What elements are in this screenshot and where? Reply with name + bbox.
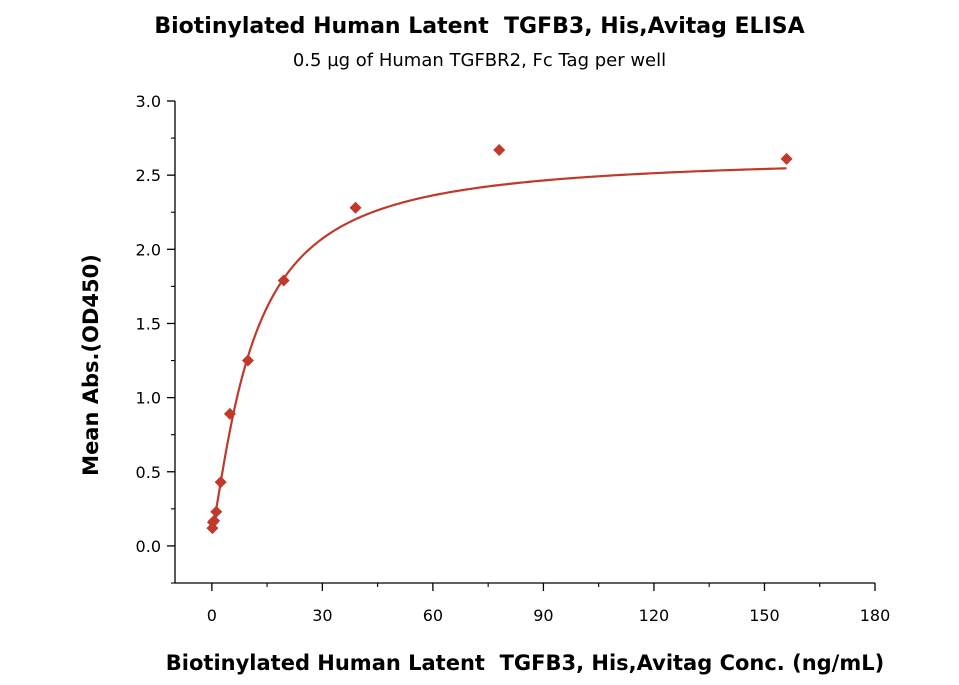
x-tick-label: 120	[639, 606, 670, 625]
data-point	[349, 201, 362, 214]
data-point	[241, 354, 254, 367]
x-tick-label: 60	[423, 606, 443, 625]
x-tick-label: 30	[312, 606, 332, 625]
y-axis-title: Mean Abs.(OD450)	[79, 254, 103, 476]
axes: 0.0 0.5 1.0 1.5 2.0 2.5 3.0 0 30 60 90 120 150 180	[136, 92, 891, 625]
y-tick-label: 1.0	[136, 389, 161, 408]
x-tick-label: 180	[860, 606, 891, 625]
data-point	[214, 476, 227, 489]
data-points	[206, 143, 793, 535]
y-tick-label: 2.5	[136, 166, 161, 185]
x-tick-label: 150	[749, 606, 780, 625]
chart-subtitle: 0.5 µg of Human TGFBR2, Fc Tag per well	[292, 50, 667, 71]
data-point	[208, 514, 221, 527]
y-tick-label: 0.0	[136, 537, 161, 556]
x-tick-label: 90	[533, 606, 553, 625]
data-point	[780, 152, 793, 165]
data-point	[493, 143, 506, 156]
x-tick-label: 0	[207, 606, 217, 625]
data-point	[277, 274, 290, 287]
fit-curve	[211, 167, 787, 531]
data-point	[210, 505, 223, 518]
chart-title: Biotinylated Human Latent TGFB3, His,Avi…	[154, 14, 805, 39]
x-axis-title: Biotinylated Human Latent TGFB3, His,Avi…	[166, 651, 884, 675]
y-tick-label: 2.0	[136, 240, 161, 259]
y-tick-label: 3.0	[136, 92, 161, 111]
data-point	[223, 407, 236, 420]
y-tick-label: 1.5	[136, 314, 161, 333]
y-tick-label: 0.5	[136, 463, 161, 482]
